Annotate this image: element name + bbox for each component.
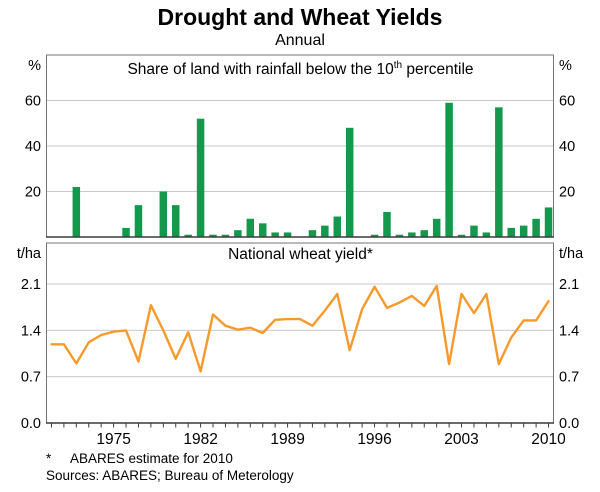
- bar-1999: [408, 232, 416, 237]
- sources-line: Sources: ABARES; Bureau of Meterology: [46, 468, 294, 483]
- footnote-marker: *: [46, 451, 52, 466]
- bar-2008: [519, 225, 528, 237]
- bar-1976: [122, 227, 130, 237]
- y-tick-label: 0.7: [559, 370, 579, 386]
- bar-1983: [209, 234, 217, 237]
- unit-label: t/ha: [17, 246, 42, 262]
- bar-1994: [345, 127, 354, 237]
- bar-1993: [333, 216, 342, 237]
- y-tick-label: 20: [559, 185, 575, 201]
- bottom-panel: 0.0 0.0 0.7 0.7 1.4 1.4 2.1 2.1 t/ha t/ha: [17, 242, 584, 432]
- y-tick-label: 20: [25, 185, 41, 201]
- top-panel-label: Share of land with rainfall below the 10…: [47, 60, 554, 79]
- bar-2002: [445, 102, 453, 238]
- bar-2004: [470, 225, 478, 237]
- x-axis: 1975 1982 1989 1996 2003 2010: [50, 423, 566, 448]
- footnote-text: ABARES estimate for 2010: [70, 451, 233, 466]
- bar-2005: [482, 232, 491, 237]
- y-tick-label: 2.1: [21, 277, 41, 293]
- y-tick-label: 1.4: [21, 323, 41, 339]
- chart-title: Drought and Wheat Yields: [157, 4, 443, 30]
- unit-label: %: [559, 58, 572, 74]
- top-panel-label-text: Share of land with rainfall below the 10: [127, 61, 394, 79]
- bar-1981: [184, 234, 192, 237]
- x-tick-label: 1989: [270, 431, 304, 448]
- top-panel-label-tail: percentile: [402, 61, 474, 79]
- x-tick-label: 2003: [444, 431, 478, 448]
- y-tick-label: 40: [25, 139, 41, 155]
- y-tick-label: 0.0: [559, 416, 579, 432]
- top-panel-label-sup: th: [393, 60, 403, 71]
- bar-2006: [495, 107, 503, 237]
- x-tick-label: 1975: [96, 431, 130, 448]
- y-tick-label: 60: [559, 94, 575, 110]
- bar-1991: [308, 230, 317, 237]
- bar-1987: [258, 223, 267, 237]
- bar-2010: [544, 207, 553, 237]
- bar-1989: [283, 232, 292, 237]
- bar-1997: [383, 211, 391, 237]
- bar-1998: [395, 234, 404, 237]
- bar-1977: [134, 205, 143, 237]
- unit-label: %: [28, 58, 41, 74]
- x-tick-label: 2010: [531, 431, 566, 448]
- bottom-panel-label: National wheat yield*: [47, 246, 554, 264]
- bar-2009: [532, 218, 540, 237]
- bar-1996: [370, 234, 379, 237]
- yield-line: [50, 284, 550, 373]
- bar-1984: [221, 234, 230, 237]
- bar-1972: [72, 186, 81, 237]
- chart-subtitle: Annual: [275, 32, 325, 49]
- y-tick-label: 60: [25, 94, 41, 110]
- bar-2000: [420, 230, 429, 237]
- bar-1988: [271, 232, 279, 237]
- y-tick-label: 0.7: [21, 370, 41, 386]
- bar-2007: [507, 227, 515, 237]
- bar-1979: [159, 191, 168, 237]
- top-panel: 20 20 40 40 60 60%%: [25, 54, 575, 238]
- y-tick-label: 2.1: [559, 277, 579, 293]
- unit-label: t/ha: [559, 246, 584, 262]
- bar-1982: [196, 118, 205, 237]
- y-tick-label: 1.4: [559, 323, 579, 339]
- panel-frame: [46, 242, 554, 424]
- bar-1992: [321, 225, 329, 237]
- bar-2001: [432, 218, 441, 237]
- bar-1980: [171, 205, 180, 237]
- bottom-panel-label-text: National wheat yield*: [228, 246, 373, 263]
- bar-1986: [246, 218, 255, 237]
- x-tick-label: 1996: [357, 431, 391, 448]
- x-tick-label: 1982: [183, 431, 217, 448]
- bar-2003: [457, 234, 466, 237]
- y-tick-label: 40: [559, 139, 575, 155]
- y-tick-label: 0.0: [21, 416, 41, 432]
- bar-1985: [234, 230, 242, 237]
